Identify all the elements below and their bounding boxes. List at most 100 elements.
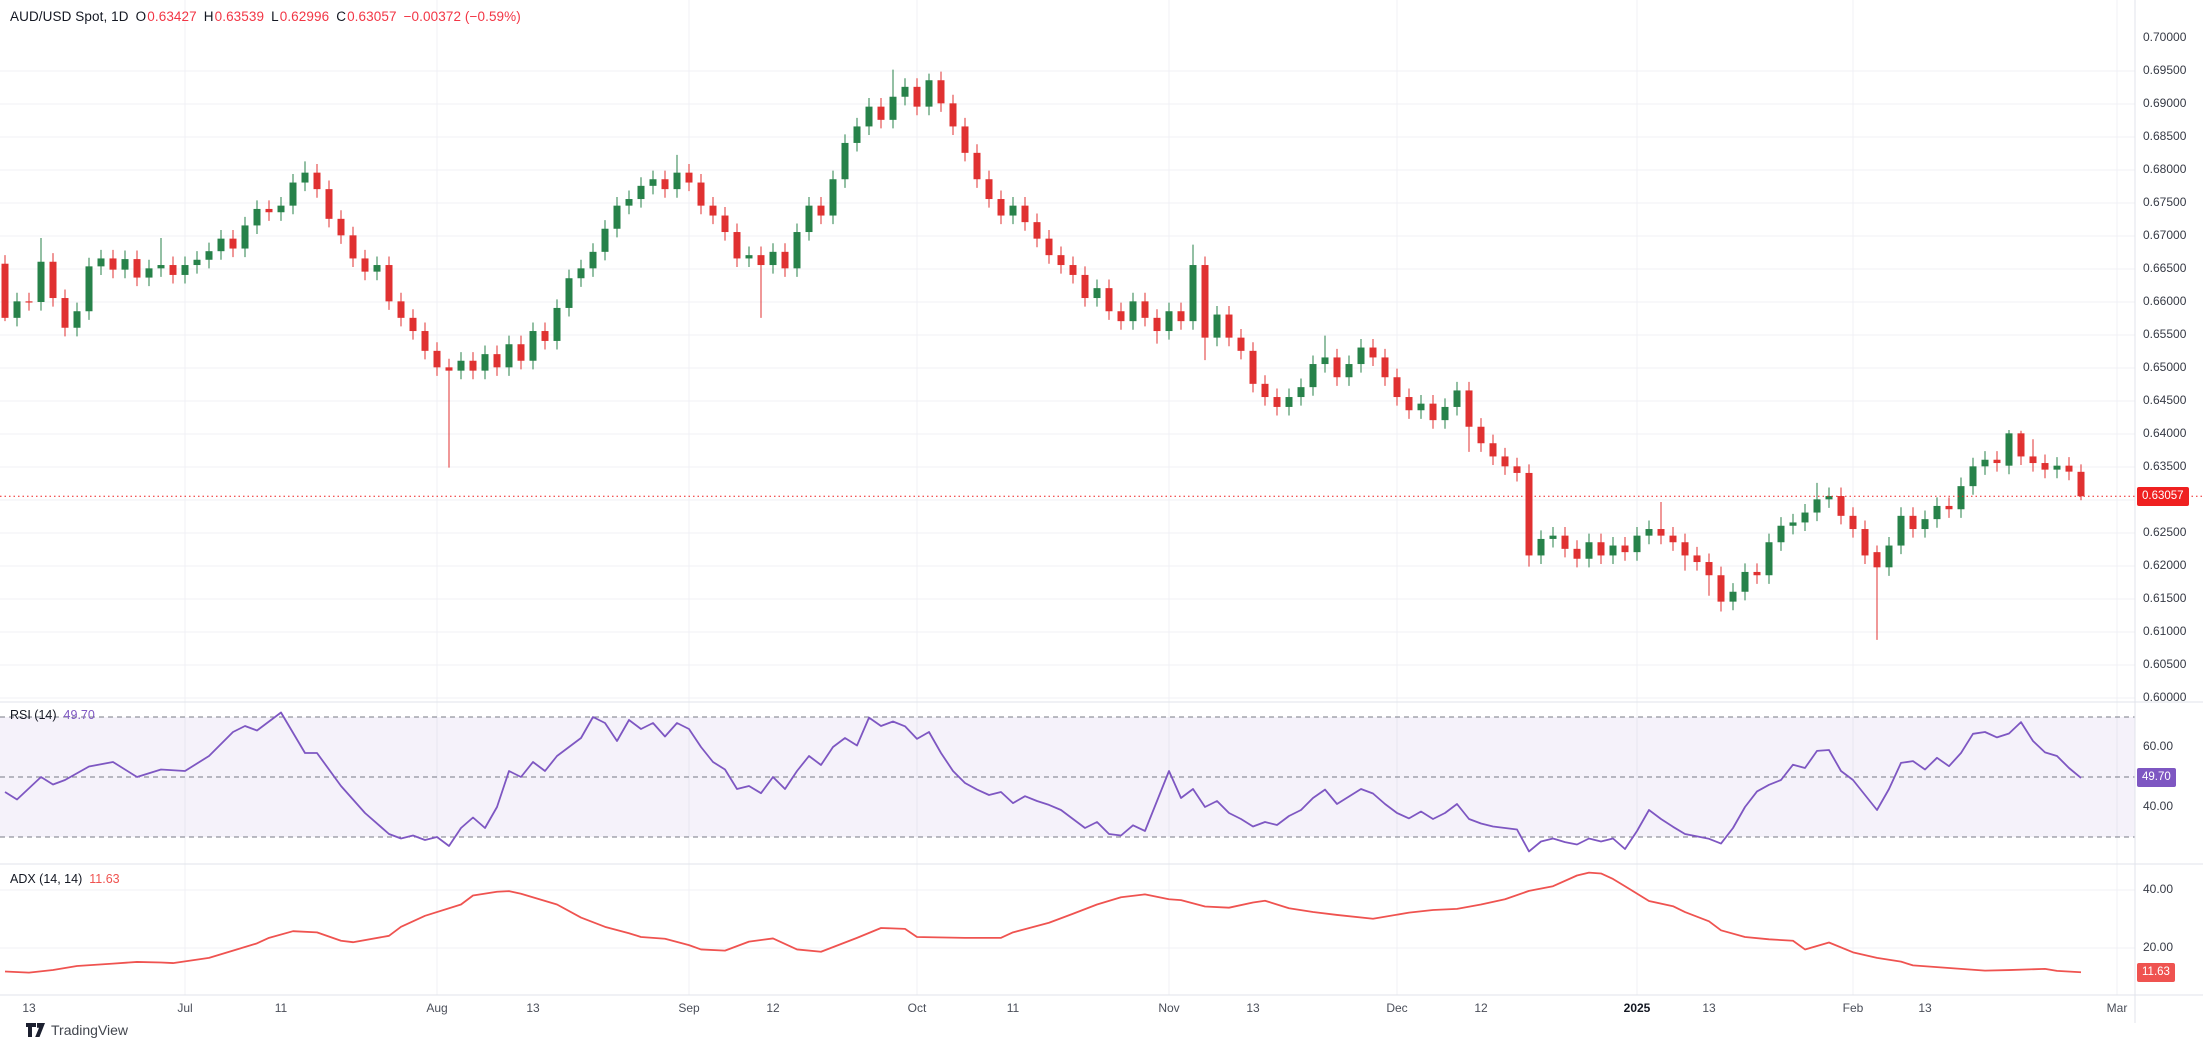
candle-body xyxy=(1153,317,1161,332)
candle-body xyxy=(1705,562,1713,576)
ohlc-close: C 0.63057 xyxy=(336,9,397,24)
candle-body xyxy=(1885,545,1893,568)
candle-body xyxy=(1825,496,1833,500)
candle-body xyxy=(37,261,45,302)
candle-body xyxy=(1897,515,1905,546)
axis-tick-label: 60.00 xyxy=(2143,739,2174,753)
candle-body xyxy=(217,238,225,252)
candle-body xyxy=(1813,499,1821,513)
candle-body xyxy=(553,307,561,341)
candle-body xyxy=(1261,383,1269,398)
candle-body xyxy=(1525,472,1533,556)
candle-body xyxy=(865,106,873,127)
time-tick: 11 xyxy=(1006,1001,1020,1015)
time-tick-year: 2025 xyxy=(1623,1001,1651,1015)
candle-body xyxy=(193,259,201,266)
candle-body xyxy=(1189,265,1197,322)
candle-body xyxy=(253,208,261,226)
candle-body xyxy=(1345,364,1353,378)
time-axis[interactable]: 13 Jul 11 Aug 13 Sep 12 Oct 11 Nov 13 Dec 12 2025 13 Fe… xyxy=(0,998,2203,1020)
candle-body xyxy=(709,205,717,216)
candle-body xyxy=(2053,465,2061,470)
candle-body xyxy=(97,258,105,267)
candle-body xyxy=(661,179,669,190)
rsi-indicator-legend[interactable]: RSI (14) 49.70 xyxy=(10,708,95,722)
candle-body xyxy=(1117,311,1125,322)
candle-body xyxy=(1465,390,1473,427)
candle-body xyxy=(457,360,465,371)
candle-body xyxy=(685,172,693,183)
candle-body xyxy=(1045,238,1053,256)
candle-body xyxy=(1069,265,1077,275)
candle-body xyxy=(469,360,477,371)
time-tick: Dec xyxy=(1386,1001,1408,1015)
candle-body xyxy=(85,266,93,312)
time-tick: Jul xyxy=(177,1001,193,1015)
candle-body xyxy=(1945,505,1953,510)
candle-body xyxy=(2065,465,2073,472)
candle-body xyxy=(373,265,381,272)
adx-value: 11.63 xyxy=(89,872,120,886)
axis-tick-label: 0.69000 xyxy=(2143,96,2187,110)
candle-body xyxy=(445,367,453,371)
adx-value-badge: 11.63 xyxy=(2137,962,2175,982)
axis-tick-label: 0.64000 xyxy=(2143,426,2187,440)
candle-body xyxy=(1657,529,1665,536)
axis-tick-label: 0.66000 xyxy=(2143,294,2187,308)
chart-legend[interactable]: AUD/USD Spot, 1D O 0.63427 H 0.63539 L 0.62… xyxy=(10,9,521,24)
candle-body xyxy=(1789,522,1797,526)
candle-body xyxy=(493,354,501,368)
candle-body xyxy=(1681,542,1689,556)
candle-body xyxy=(421,331,429,351)
time-tick: 12 xyxy=(1474,1001,1488,1015)
candle-body xyxy=(385,265,393,302)
candle-body xyxy=(1693,555,1701,563)
axis-tick-label: 0.62500 xyxy=(2143,525,2187,539)
candle-body xyxy=(1141,301,1149,318)
candle-body xyxy=(1213,314,1221,338)
tradingview-attribution[interactable]: TradingView xyxy=(26,1022,128,1038)
candle-body xyxy=(409,317,417,332)
candle-body xyxy=(673,172,681,190)
candle-body xyxy=(529,331,537,361)
candle-body xyxy=(1729,591,1737,602)
adx-indicator-legend[interactable]: ADX (14, 14) 11.63 xyxy=(10,872,120,886)
axis-tick-label: 0.65500 xyxy=(2143,327,2187,341)
candle-body xyxy=(1441,406,1449,421)
candle-body xyxy=(1537,538,1545,556)
axis-tick-label: 0.61500 xyxy=(2143,591,2187,605)
axis-tick-label: 20.00 xyxy=(2143,940,2174,954)
candle-body xyxy=(1201,265,1209,338)
time-tick: 11 xyxy=(274,1001,288,1015)
time-tick: 13 xyxy=(1918,1001,1932,1015)
candle-body xyxy=(2005,433,2013,466)
symbol-title: AUD/USD Spot, 1D xyxy=(10,9,129,24)
ohlc-open: O 0.63427 xyxy=(135,9,197,24)
candle-body xyxy=(1849,515,1857,530)
candle-body xyxy=(1645,529,1653,536)
candle-body xyxy=(877,106,885,120)
candle-body xyxy=(1957,486,1965,510)
candle-body xyxy=(1273,397,1281,407)
candle-body xyxy=(601,228,609,252)
candle-body xyxy=(637,185,645,200)
axis-tick-label: 0.67500 xyxy=(2143,195,2187,209)
candle-body xyxy=(121,259,129,270)
price-axis[interactable]: 0.70000 0.69500 0.69000 0.68500 0.68000 0.675… xyxy=(2135,0,2203,1023)
tradingview-logo-icon xyxy=(26,1023,45,1037)
axis-tick-label: 0.70000 xyxy=(2143,30,2187,44)
candle-body xyxy=(1309,364,1317,388)
candle-body xyxy=(1765,542,1773,576)
rsi-value: 49.70 xyxy=(63,708,95,722)
candle-body xyxy=(505,344,513,368)
candle-body xyxy=(1585,542,1593,559)
candle-body xyxy=(1237,337,1245,351)
candle-body xyxy=(1381,357,1389,378)
candle-body xyxy=(1285,397,1293,407)
time-tick: 13 xyxy=(1246,1001,1260,1015)
candle-body xyxy=(1033,222,1041,239)
candle-body xyxy=(289,182,297,206)
candle-body xyxy=(1129,301,1137,322)
axis-tick-label: 0.64500 xyxy=(2143,393,2187,407)
